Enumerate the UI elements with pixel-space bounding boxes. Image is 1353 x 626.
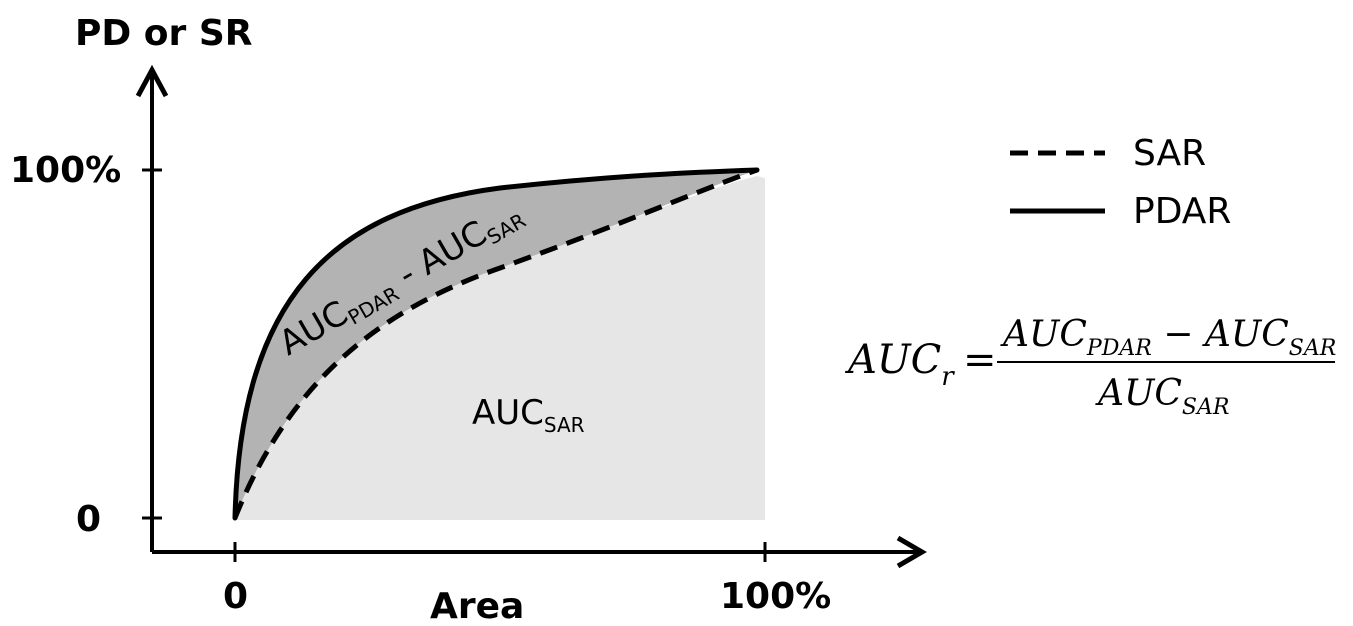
formula-num-b-main: AUC — [1202, 314, 1289, 355]
formula-den-main: AUC — [1095, 373, 1182, 414]
formula-lhs-main: AUC — [844, 337, 941, 383]
auc-r-formula: AUCr = AUCPDAR − AUCSAR AUCSAR — [844, 314, 1336, 420]
formula-num-minus: − — [1152, 314, 1205, 355]
pdar-minus-sar-region — [235, 170, 757, 518]
formula-denominator: AUCSAR — [1095, 373, 1229, 420]
sar-area-sub: SAR — [544, 413, 585, 437]
formula-lhs-sub: r — [941, 362, 955, 392]
pdar-curve — [232, 167, 760, 521]
formula-numerator: AUCPDAR − AUCSAR — [1000, 314, 1336, 361]
y-tick-label-top: 100% — [10, 150, 121, 191]
y-axis-arrowhead — [135, 64, 169, 98]
x-tick-label-left: 0 — [223, 576, 248, 617]
legend: SAR PDAR — [1010, 133, 1231, 232]
formula-lhs: AUCr — [844, 337, 955, 392]
formula-num-b-sub: SAR — [1289, 336, 1337, 361]
sar-area-label: AUCSAR — [472, 393, 585, 437]
x-tick-label-right: 100% — [720, 576, 831, 617]
x-axis-arrowhead — [896, 535, 927, 569]
legend-label-pdar: PDAR — [1133, 191, 1231, 232]
y-axis-title: PD or SR — [75, 13, 252, 54]
formula-equals: = — [963, 337, 997, 383]
formula-num-a-main: AUC — [1000, 314, 1087, 355]
sar-area-region — [235, 176, 765, 520]
y-tick-label-bottom: 0 — [76, 499, 101, 540]
x-axis-title: Area — [430, 586, 524, 626]
sar-curve — [232, 167, 758, 519]
formula-num-a-sub: PDAR — [1086, 336, 1152, 361]
sar-area-main: AUC — [472, 393, 544, 433]
formula-den-sub: SAR — [1182, 395, 1230, 420]
legend-label-sar: SAR — [1133, 133, 1206, 174]
